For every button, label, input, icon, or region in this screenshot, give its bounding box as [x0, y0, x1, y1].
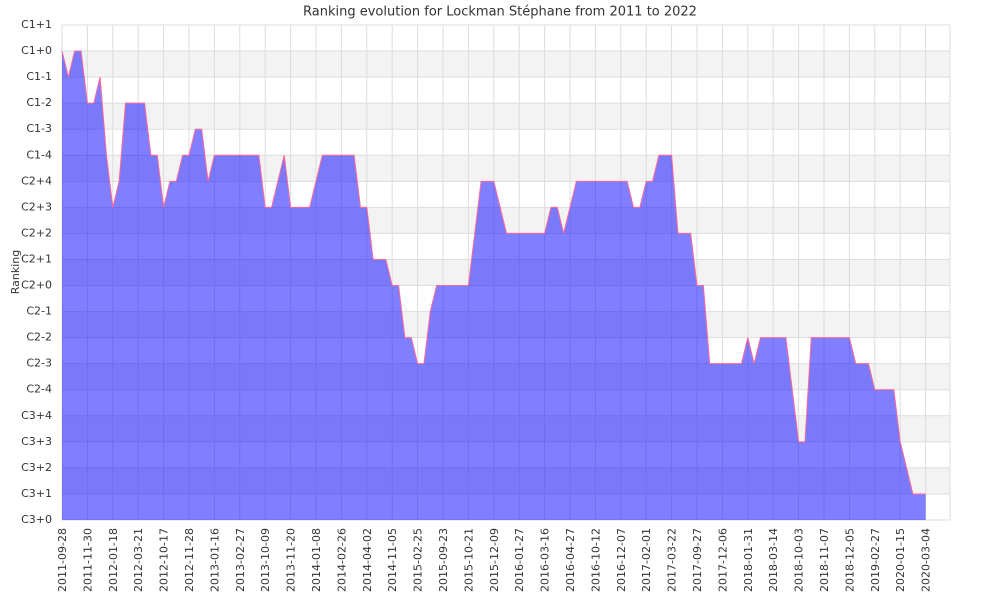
- y-axis-label: Ranking: [9, 250, 22, 295]
- area-line: [61, 50, 926, 495]
- y-tick-label: C1-4: [26, 148, 52, 161]
- y-tick-label: C2-2: [26, 331, 52, 344]
- y-tick-label: C1-3: [26, 122, 52, 135]
- y-tick-label: C1-1: [26, 70, 52, 83]
- y-tick-label: C2-4: [26, 383, 52, 396]
- x-tick-label: 2012-10-17: [158, 528, 171, 592]
- y-tick-label: C2+1: [21, 252, 52, 265]
- y-tick-label: C3+4: [21, 409, 52, 422]
- y-tick-label: C1-2: [26, 96, 52, 109]
- y-tick-label: C2+3: [21, 200, 52, 213]
- x-tick-label: 2016-10-12: [589, 528, 602, 592]
- x-tick-label: 2011-09-28: [56, 528, 69, 592]
- y-tick-label: C3+1: [21, 487, 52, 500]
- x-tick-label: 2016-03-16: [539, 528, 552, 592]
- x-tick-label: 2014-02-26: [335, 528, 348, 592]
- x-tick-label: 2018-11-07: [818, 528, 831, 592]
- x-tick-label: 2020-03-04: [920, 528, 933, 592]
- x-tick-label: 2014-01-08: [310, 528, 323, 592]
- y-tick-label: C2+2: [21, 226, 52, 239]
- y-tick-label: C2+4: [21, 174, 52, 187]
- y-tick-label: C1+0: [21, 44, 52, 57]
- x-tick-label: 2018-03-14: [767, 528, 780, 592]
- y-tick-label: C3+0: [21, 513, 52, 526]
- x-tick-label: 2018-12-05: [843, 528, 856, 592]
- x-tick-label: 2013-01-16: [208, 528, 221, 592]
- x-tick-label: 2015-02-25: [412, 528, 425, 592]
- y-tick-label: C3+3: [21, 435, 52, 448]
- x-tick-label: 2013-11-20: [285, 528, 298, 592]
- x-tick-label: 2016-12-07: [615, 528, 628, 592]
- x-tick-label: 2016-04-27: [564, 528, 577, 592]
- x-tick-label: 2012-01-18: [107, 528, 120, 592]
- x-tick-label: 2018-01-31: [742, 528, 755, 592]
- y-tick-label: C3+2: [21, 461, 52, 474]
- x-tick-label: 2014-04-02: [361, 528, 374, 592]
- x-tick-label: 2011-11-30: [81, 528, 94, 592]
- x-tick-label: 2018-10-03: [793, 528, 806, 592]
- x-tick-label: 2012-03-21: [132, 528, 145, 592]
- x-tick-label: 2020-01-15: [894, 528, 907, 592]
- x-tick-label: 2012-11-28: [183, 528, 196, 592]
- x-tick-label: 2019-02-27: [869, 528, 882, 592]
- y-tick-label: C2+0: [21, 279, 52, 292]
- y-tick-label: C2-1: [26, 305, 52, 318]
- x-tick-label: 2015-12-09: [488, 528, 501, 592]
- x-tick-label: 2013-02-27: [234, 528, 247, 592]
- x-tick-label: 2017-02-01: [640, 528, 653, 592]
- x-tick-label: 2017-09-27: [691, 528, 704, 592]
- y-tick-label: C2-3: [26, 357, 52, 370]
- x-tick-label: 2017-12-06: [716, 528, 729, 592]
- area: [62, 51, 926, 520]
- chart-title: Ranking evolution for Lockman Stéphane f…: [303, 5, 697, 20]
- y-tick-label: C1+1: [21, 18, 52, 31]
- x-tick-label: 2015-09-23: [437, 528, 450, 592]
- row-band: [62, 51, 950, 78]
- row-band: [62, 103, 950, 130]
- x-tick-label: 2017-03-22: [666, 528, 679, 592]
- x-tick-label: 2013-10-09: [259, 528, 272, 592]
- x-tick-label: 2016-01-27: [513, 528, 526, 592]
- x-tick-label: 2014-11-05: [386, 528, 399, 592]
- x-tick-label: 2015-10-21: [462, 528, 475, 592]
